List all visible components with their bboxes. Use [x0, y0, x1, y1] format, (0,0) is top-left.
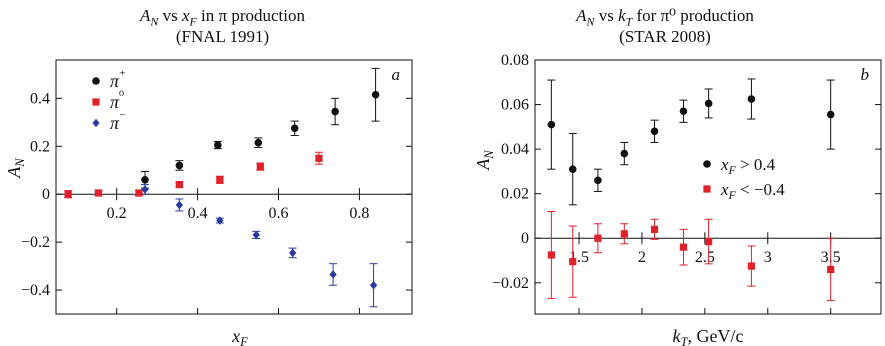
- plot-frame: [534, 59, 882, 315]
- y-tick-label: −0.2: [21, 234, 50, 251]
- x-tick-label: 3: [764, 249, 772, 266]
- series-0: [141, 67, 380, 189]
- y-tick-label: 0.4: [30, 90, 50, 107]
- legend-marker: [92, 77, 100, 85]
- y-tick-label: 0: [42, 186, 50, 203]
- legend-label: xF​ > 0.4: [720, 155, 776, 177]
- data-point: [290, 124, 299, 133]
- data-point: [569, 258, 577, 266]
- data-point: [135, 189, 143, 197]
- x-tick-label: 2: [638, 249, 646, 266]
- data-point: [547, 251, 555, 259]
- data-point: [747, 95, 756, 103]
- series-0: [547, 78, 835, 206]
- x-tick-label: 2.5: [695, 249, 715, 266]
- y-axis-label: AN​: [473, 150, 496, 171]
- chart-b-svg: −0.0200.020.040.060.081.522.533.5bAN​kT​…: [473, 52, 882, 346]
- x-axis-label: xF​: [231, 326, 248, 346]
- series-2: [141, 184, 378, 308]
- chart-a-svg: −0.4 −0.2 0 0.2 0.4 0.2 0.4 0.6 0.8 a AN​ xF​ π⁺π⁰π⁻: [4, 59, 413, 346]
- plot-frame: [55, 59, 413, 315]
- data-point: [216, 176, 224, 184]
- data-point: [705, 237, 713, 246]
- legend-label: xF​ < −0.4: [720, 180, 785, 202]
- chart-title-a: AN vs xF in π production: [140, 6, 305, 29]
- data-point: [252, 230, 260, 240]
- data-point: [620, 149, 629, 158]
- data-point: [256, 163, 264, 171]
- x-axis-label: kT​, GeV/c: [673, 326, 744, 346]
- series-1: [64, 151, 323, 199]
- y-tick-label: 0.08: [501, 52, 529, 69]
- y-tick-label: −0.4: [21, 282, 50, 299]
- chart-subtitle-a: (FNAL 1991): [175, 27, 270, 46]
- x-tick-label: 0.6: [269, 205, 289, 222]
- data-point: [214, 141, 222, 149]
- data-point: [704, 99, 713, 108]
- data-point: [594, 234, 602, 242]
- data-point: [679, 243, 688, 251]
- panel-label: a: [392, 65, 401, 84]
- data-point: [175, 200, 183, 210]
- chart-panel-b: AN vs kT for π⁰ production (STAR 2008) −…: [445, 0, 885, 346]
- data-point: [216, 216, 224, 225]
- x-tick-label: 0.2: [107, 205, 127, 222]
- data-point: [175, 181, 183, 189]
- legend-marker: [703, 185, 711, 193]
- y-tick-label: 0.04: [501, 141, 529, 158]
- y-axis-label: AN​: [4, 158, 27, 179]
- panel-label: b: [861, 65, 870, 84]
- y-tick-label: 0.06: [501, 97, 529, 114]
- data-point: [650, 225, 659, 233]
- data-point: [547, 120, 556, 129]
- x-tick-label: 0.8: [349, 205, 369, 222]
- chart-title-b: AN vs kT for π⁰ production: [576, 6, 754, 29]
- data-point: [141, 176, 149, 184]
- y-tick-label: 0.02: [501, 186, 529, 203]
- y-tick-label: −0.02: [492, 275, 529, 292]
- data-point: [141, 185, 149, 194]
- data-point: [747, 262, 756, 270]
- data-point: [371, 90, 380, 99]
- chart-panel-a: AN vs xF in π production (FNAL 1991) −0.…: [4, 6, 413, 346]
- data-point: [827, 265, 835, 274]
- data-point: [289, 248, 297, 258]
- data-point: [254, 138, 263, 147]
- data-point: [369, 280, 378, 290]
- x-tick-label: 0.4: [188, 205, 208, 222]
- data-point: [329, 270, 337, 279]
- legend-label: π⁻: [110, 110, 126, 133]
- data-point: [64, 190, 72, 198]
- legend-marker: [92, 98, 100, 106]
- data-point: [568, 165, 577, 173]
- y-tick-label: 0: [521, 230, 529, 247]
- y-tick-label: 0.2: [30, 138, 50, 155]
- legend-label: π⁺: [110, 68, 126, 91]
- data-point: [175, 161, 184, 170]
- legend-marker: [92, 118, 100, 128]
- legend-label: π⁰: [110, 89, 124, 112]
- data-point: [826, 110, 835, 119]
- data-point: [331, 107, 339, 116]
- series-1: [547, 211, 835, 302]
- data-point: [620, 230, 628, 238]
- data-point: [315, 154, 323, 162]
- data-point: [650, 127, 659, 136]
- chart-subtitle-b: (STAR 2008): [619, 27, 711, 46]
- legend-marker: [703, 160, 711, 168]
- data-point: [679, 107, 688, 116]
- data-point: [594, 176, 602, 185]
- data-point: [94, 189, 103, 197]
